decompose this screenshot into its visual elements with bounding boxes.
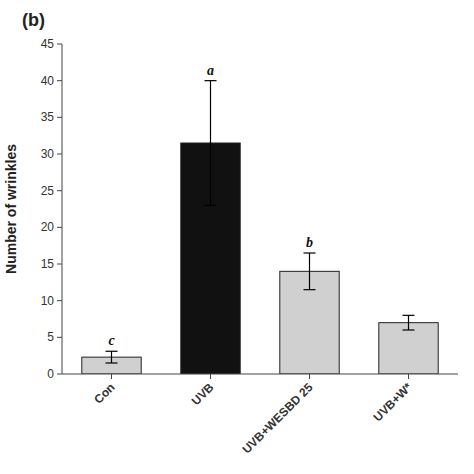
- error-cap: [205, 80, 217, 81]
- x-tick: [111, 374, 112, 379]
- y-tick-label: 10: [41, 294, 55, 308]
- error-stem: [408, 315, 409, 330]
- significance-label: b: [306, 235, 313, 250]
- chart-svg: (b) 0 5 10 15 20 25 30 35 40 45 Number of wrinkles c…: [0, 0, 474, 474]
- y-tick-label: 5: [47, 330, 54, 344]
- error-cap: [403, 315, 415, 316]
- error-bar: [304, 253, 316, 290]
- y-tick: [57, 117, 62, 118]
- y-tick: [57, 154, 62, 155]
- y-tick: [57, 227, 62, 228]
- x-tick: [309, 374, 310, 379]
- y-tick-label: 45: [41, 37, 55, 51]
- y-axis-label: Number of wrinkles: [3, 144, 19, 274]
- error-bar: [106, 351, 118, 363]
- x-tick-label: UVB: [189, 380, 217, 408]
- y-axis-line: [62, 44, 63, 374]
- y-tick-label: 35: [41, 110, 55, 124]
- error-cap: [304, 252, 316, 253]
- y-tick: [57, 80, 62, 81]
- x-tick-label: UVB+W*: [371, 380, 415, 424]
- error-cap: [205, 205, 217, 206]
- significance-label: a: [207, 63, 214, 78]
- y-tick: [57, 337, 62, 338]
- error-bar: [205, 81, 217, 206]
- y-tick: [57, 300, 62, 301]
- error-stem: [111, 351, 112, 363]
- y-tick: [57, 190, 62, 191]
- y-tick-label: 30: [41, 147, 55, 161]
- x-tick-label: UVB+WESBD 25: [239, 380, 315, 456]
- y-tick-label: 25: [41, 184, 55, 198]
- error-stem: [309, 253, 310, 290]
- significance-label: c: [108, 333, 115, 348]
- y-tick-label: 20: [41, 220, 55, 234]
- x-axis-line: [62, 374, 458, 375]
- y-tick: [57, 264, 62, 265]
- error-bar: [403, 315, 415, 330]
- bar: [379, 323, 438, 374]
- plot-area: [82, 81, 438, 374]
- error-cap: [106, 362, 118, 363]
- error-cap: [403, 329, 415, 330]
- error-cap: [106, 351, 118, 352]
- y-tick-label: 0: [47, 367, 54, 381]
- y-tick: [57, 374, 62, 375]
- y-tick-label: 15: [41, 257, 55, 271]
- x-tick: [210, 374, 211, 379]
- x-tick: [408, 374, 409, 379]
- error-cap: [304, 289, 316, 290]
- chart-container: (b) 0 5 10 15 20 25 30 35 40 45 Number of wrinkles c…: [0, 0, 474, 474]
- title: (b): [22, 10, 45, 30]
- x-tick-label: Con: [91, 380, 117, 406]
- y-tick: [57, 44, 62, 45]
- y-tick-label: 40: [41, 74, 55, 88]
- error-stem: [210, 81, 211, 206]
